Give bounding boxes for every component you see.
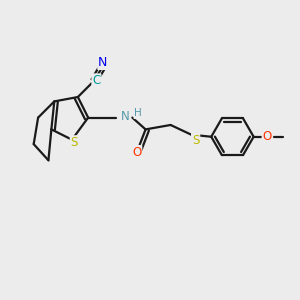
Text: O: O — [132, 146, 141, 159]
Text: N: N — [121, 110, 129, 123]
Text: S: S — [70, 136, 78, 149]
Text: H: H — [134, 108, 142, 118]
Text: C: C — [92, 74, 101, 87]
Text: S: S — [192, 134, 199, 147]
Text: N: N — [98, 56, 108, 69]
Text: O: O — [262, 130, 272, 143]
